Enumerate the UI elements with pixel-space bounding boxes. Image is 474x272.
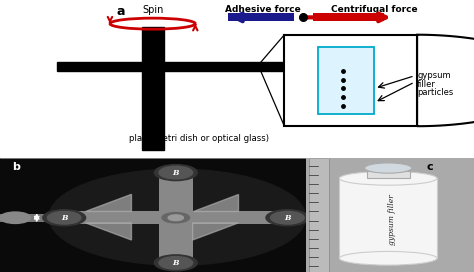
- Ellipse shape: [339, 171, 437, 185]
- Circle shape: [49, 169, 306, 265]
- Bar: [367, 171, 410, 178]
- Circle shape: [168, 215, 183, 221]
- Bar: [339, 178, 437, 258]
- Circle shape: [271, 211, 304, 224]
- Text: B: B: [284, 214, 291, 222]
- Bar: [159, 174, 192, 261]
- Text: gypsum filler: gypsum filler: [388, 194, 395, 245]
- Bar: [0, 214, 64, 222]
- Text: plate (petri dish or optical glass): plate (petri dish or optical glass): [129, 134, 269, 143]
- Circle shape: [159, 166, 192, 179]
- Text: a: a: [116, 5, 125, 18]
- Bar: [142, 27, 164, 150]
- Circle shape: [266, 210, 309, 226]
- Bar: [57, 62, 284, 71]
- Circle shape: [159, 256, 192, 269]
- Text: B: B: [61, 214, 67, 222]
- Polygon shape: [86, 194, 131, 211]
- Ellipse shape: [339, 251, 437, 265]
- Text: c: c: [427, 162, 434, 172]
- Polygon shape: [192, 194, 238, 211]
- Text: particles: particles: [417, 88, 453, 97]
- Circle shape: [0, 212, 30, 224]
- Polygon shape: [86, 223, 131, 240]
- Ellipse shape: [365, 163, 412, 173]
- Bar: [61, 211, 293, 224]
- Circle shape: [47, 211, 81, 224]
- Circle shape: [162, 213, 190, 223]
- Bar: [284, 35, 417, 126]
- Text: B: B: [173, 259, 179, 267]
- Polygon shape: [417, 35, 474, 126]
- Bar: [228, 13, 294, 21]
- Circle shape: [155, 255, 197, 271]
- Bar: [313, 13, 384, 21]
- Text: Adhesive force: Adhesive force: [225, 5, 301, 14]
- Polygon shape: [192, 223, 238, 240]
- Text: filler: filler: [417, 80, 436, 89]
- Bar: [318, 47, 374, 114]
- Bar: [309, 158, 329, 272]
- Text: gypsum: gypsum: [417, 71, 451, 80]
- Text: Centrifugal force: Centrifugal force: [331, 5, 418, 14]
- Text: Spin: Spin: [142, 5, 164, 15]
- Text: B: B: [173, 169, 179, 177]
- Circle shape: [43, 210, 86, 226]
- Circle shape: [155, 165, 197, 181]
- Text: b: b: [12, 162, 20, 172]
